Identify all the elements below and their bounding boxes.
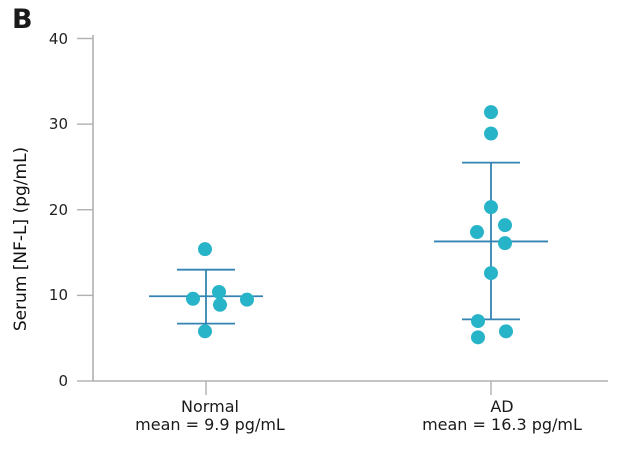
data-point	[470, 225, 484, 240]
y-tick-label-20: 20	[48, 201, 68, 219]
data-point	[471, 314, 485, 329]
y-tick-label-10: 10	[48, 286, 68, 304]
data-point	[198, 242, 212, 257]
data-point	[484, 266, 498, 281]
group-name: AD	[490, 397, 514, 416]
data-point	[484, 105, 498, 120]
group-label-normal: Normal mean = 9.9 pg/mL	[90, 398, 330, 434]
data-point	[186, 291, 200, 306]
data-point	[484, 200, 498, 215]
group-label-ad: AD mean = 16.3 pg/mL	[382, 398, 620, 434]
data-point	[498, 218, 512, 233]
y-tick-label-40: 40	[48, 30, 68, 48]
data-point	[198, 324, 212, 339]
panel-label: B	[12, 4, 34, 35]
group-mean-text: mean = 16.3 pg/mL	[422, 415, 582, 434]
data-point	[471, 330, 485, 345]
data-point	[499, 324, 513, 339]
y-tick-label-30: 30	[48, 115, 68, 133]
group-name: Normal	[181, 397, 239, 416]
data-point	[240, 292, 254, 307]
data-point	[484, 126, 498, 141]
data-point	[213, 297, 227, 312]
group-mean-text: mean = 9.9 pg/mL	[135, 415, 285, 434]
data-point	[212, 284, 226, 299]
y-tick-label-0: 0	[58, 372, 68, 390]
data-point	[498, 236, 512, 251]
